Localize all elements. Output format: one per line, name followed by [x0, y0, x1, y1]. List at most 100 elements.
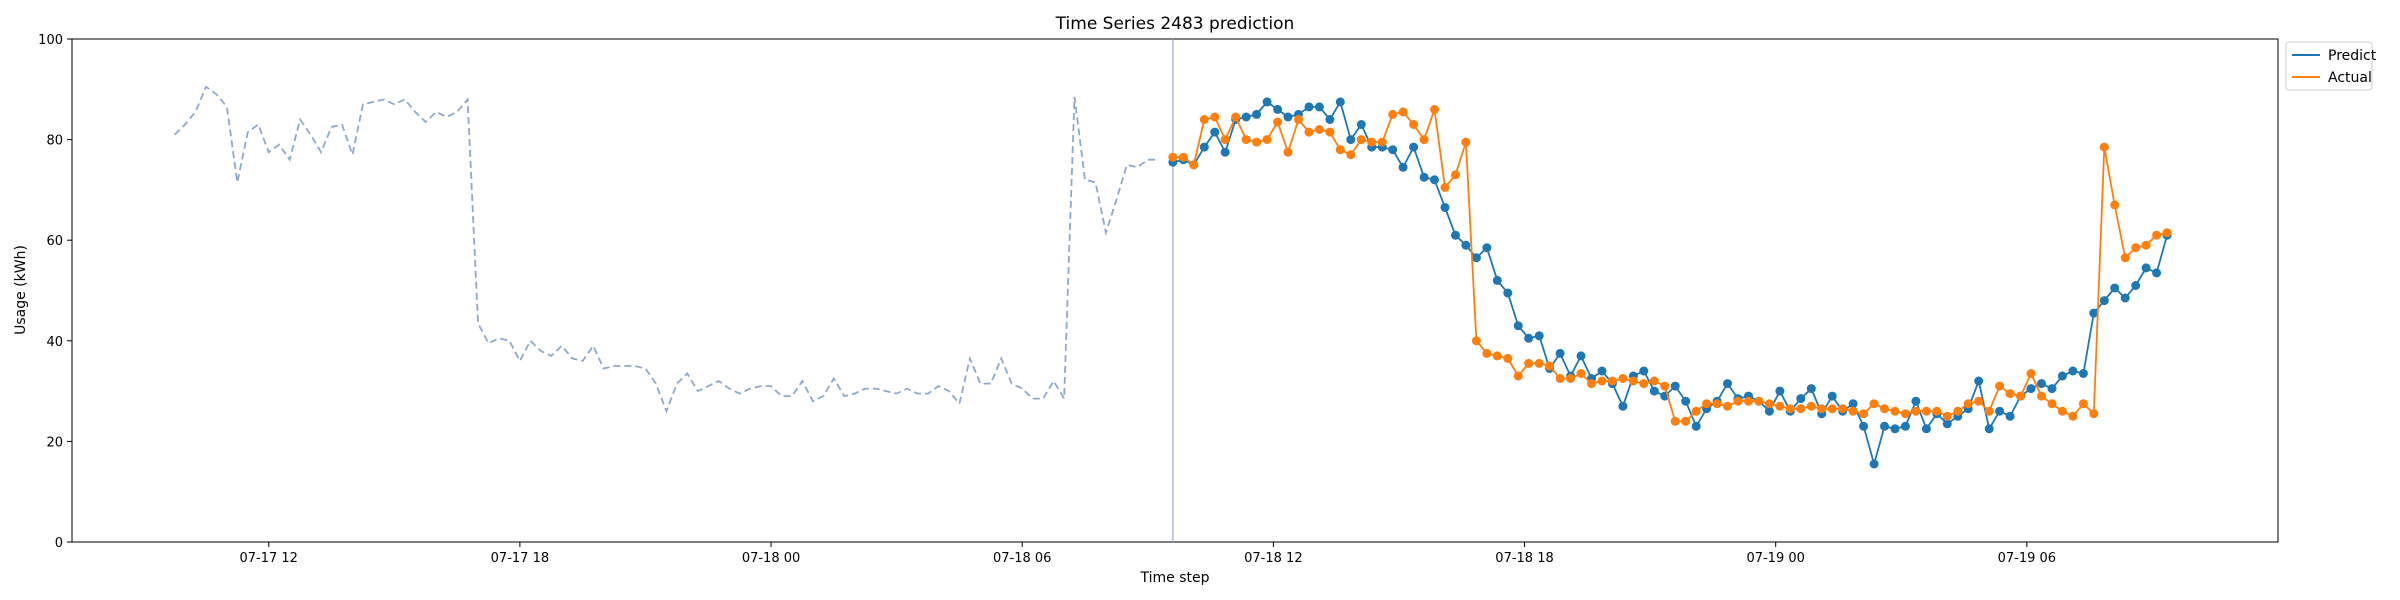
actual-line [1172, 109, 2168, 423]
actual-point [1817, 404, 1827, 414]
actual-point [1702, 399, 1712, 409]
actual-point [1733, 396, 1743, 406]
actual-point [1639, 379, 1649, 389]
x-tick-label: 07-17 12 [240, 551, 298, 566]
predict-point [1859, 421, 1869, 431]
predict-point [1555, 348, 1565, 358]
actual-point [1335, 145, 1345, 155]
predict-point [1597, 366, 1607, 376]
actual-point [1252, 137, 1262, 147]
actual-point [1754, 396, 1764, 406]
actual-point [1618, 374, 1628, 383]
series-layer [173, 39, 2172, 542]
predict-point [1900, 421, 1910, 431]
predict-point [1974, 376, 1984, 386]
predict-point [2120, 293, 2130, 303]
predict-point [1314, 102, 1324, 112]
actual-point [1482, 348, 1492, 358]
actual-point [1660, 381, 1670, 391]
actual-point [1900, 409, 1910, 419]
actual-point [1325, 127, 1335, 137]
predict-point [1995, 406, 2005, 416]
predict-point [1534, 331, 1544, 341]
predict-point [1241, 112, 1251, 122]
x-tick-label: 07-18 00 [742, 551, 800, 566]
predict-point [1262, 97, 1272, 107]
actual-point [1367, 137, 1377, 147]
actual-point [2037, 391, 2046, 401]
predict-point [1210, 127, 1220, 137]
predict-point [1492, 275, 1502, 285]
predict-point [2037, 379, 2046, 389]
predict-point [1681, 396, 1691, 406]
actual-point [1963, 399, 1973, 409]
predict-point [1440, 203, 1450, 212]
predict-point [1325, 115, 1335, 124]
predict-point [2078, 369, 2088, 378]
actual-point [1911, 406, 1921, 416]
predict-point [1921, 424, 1931, 434]
actual-point [1796, 404, 1806, 414]
predict-point [1273, 104, 1283, 114]
actual-point [1199, 115, 1209, 124]
y-tick-label: 80 [46, 134, 63, 149]
actual-point [2078, 399, 2088, 409]
actual-point [1995, 381, 2005, 391]
actual-point [1953, 406, 1963, 416]
actual-point [2005, 389, 2015, 399]
actual-point [1461, 137, 1471, 147]
actual-point [1723, 401, 1732, 411]
predict-point [1848, 399, 1858, 409]
x-axis-title: Time step [1140, 570, 1210, 586]
actual-point [1545, 361, 1555, 371]
predict-point [2141, 263, 2151, 273]
predict-point [1775, 386, 1785, 396]
actual-point [1670, 416, 1680, 426]
predict-point [1649, 386, 1659, 396]
predict-point [2110, 283, 2120, 293]
predict-point [2131, 281, 2141, 290]
predict-point [2005, 411, 2015, 421]
actual-point [1356, 135, 1366, 145]
actual-point [1273, 117, 1283, 127]
predict-point [2099, 296, 2109, 306]
predict-point [1911, 396, 1921, 406]
x-axis: 07-17 12 07-17 18 07-18 00 07-18 06 07-18 12… [240, 542, 2056, 566]
actual-point [1932, 406, 1942, 416]
predict-point [1618, 401, 1628, 411]
actual-point [1398, 107, 1408, 117]
actual-point [1220, 135, 1230, 145]
actual-point [1859, 409, 1869, 419]
x-tick-label: 07-17 18 [491, 551, 549, 566]
actual-point [1806, 401, 1816, 411]
actual-point [1503, 353, 1513, 363]
predict-point [1346, 135, 1356, 145]
actual-point [1628, 376, 1638, 386]
actual-point [1440, 182, 1450, 192]
actual-point [1827, 404, 1837, 414]
actual-point [1649, 376, 1659, 386]
predict-point [1356, 120, 1366, 129]
actual-point [1294, 115, 1303, 124]
y-tick-label: 20 [46, 435, 63, 450]
actual-point [1409, 120, 1419, 129]
y-tick-label: 60 [46, 234, 63, 249]
actual-point [2099, 142, 2109, 152]
actual-point [1524, 358, 1534, 368]
actual-point [1304, 127, 1314, 137]
x-tick-label: 07-18 12 [1244, 551, 1302, 566]
predict-point [2068, 366, 2078, 376]
actual-point [1785, 404, 1795, 414]
actual-point [1534, 358, 1544, 368]
actual-point [1712, 399, 1722, 409]
predict-point [1670, 381, 1680, 391]
actual-point [1231, 112, 1241, 122]
actual-point [1262, 135, 1272, 145]
predict-point [1471, 253, 1481, 263]
actual-point [1241, 135, 1251, 145]
predict-point [1880, 421, 1889, 431]
y-axis-title: Usage (kWh) [13, 245, 29, 335]
actual-point [1607, 376, 1617, 386]
actual-point [1451, 170, 1460, 180]
